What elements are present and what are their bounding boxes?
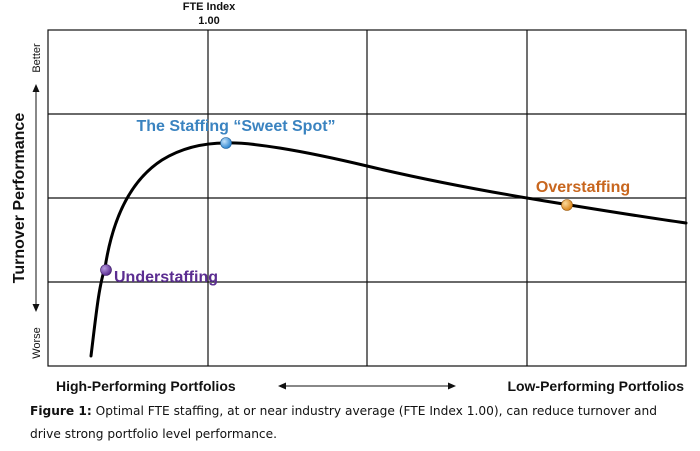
caption-lead: Figure 1: — [30, 404, 92, 418]
x-axis-arrow — [278, 382, 456, 390]
y-axis-bottom-label: Worse — [31, 327, 43, 359]
label-overstaffing: Overstaffing — [536, 179, 630, 196]
turnover-curve — [89, 141, 688, 358]
chart: FTE Index 1.00 Turnover Performance Bett… — [11, 1, 688, 394]
y-axis-label: Turnover Performance — [11, 113, 28, 284]
point-understaffing — [100, 264, 112, 276]
label-understaffing: Understaffing — [114, 269, 218, 286]
reference-line-label: FTE Index — [183, 1, 236, 13]
figure-caption: Figure 1: Optimal FTE staffing, at or ne… — [30, 400, 680, 446]
point-overstaffing — [561, 199, 573, 211]
caption-text: Optimal FTE staffing, at or near industr… — [30, 404, 657, 441]
reference-line-value: 1.00 — [198, 15, 219, 27]
label-sweet-spot: The Staffing “Sweet Spot” — [136, 118, 335, 135]
y-axis-top-label: Better — [31, 43, 43, 73]
plot-grid — [47, 29, 687, 367]
x-axis-right-label: Low-Performing Portfolios — [507, 378, 684, 394]
y-axis-arrow — [32, 84, 40, 312]
x-axis-left-label: High-Performing Portfolios — [56, 378, 236, 394]
point-sweet-spot — [220, 137, 232, 149]
